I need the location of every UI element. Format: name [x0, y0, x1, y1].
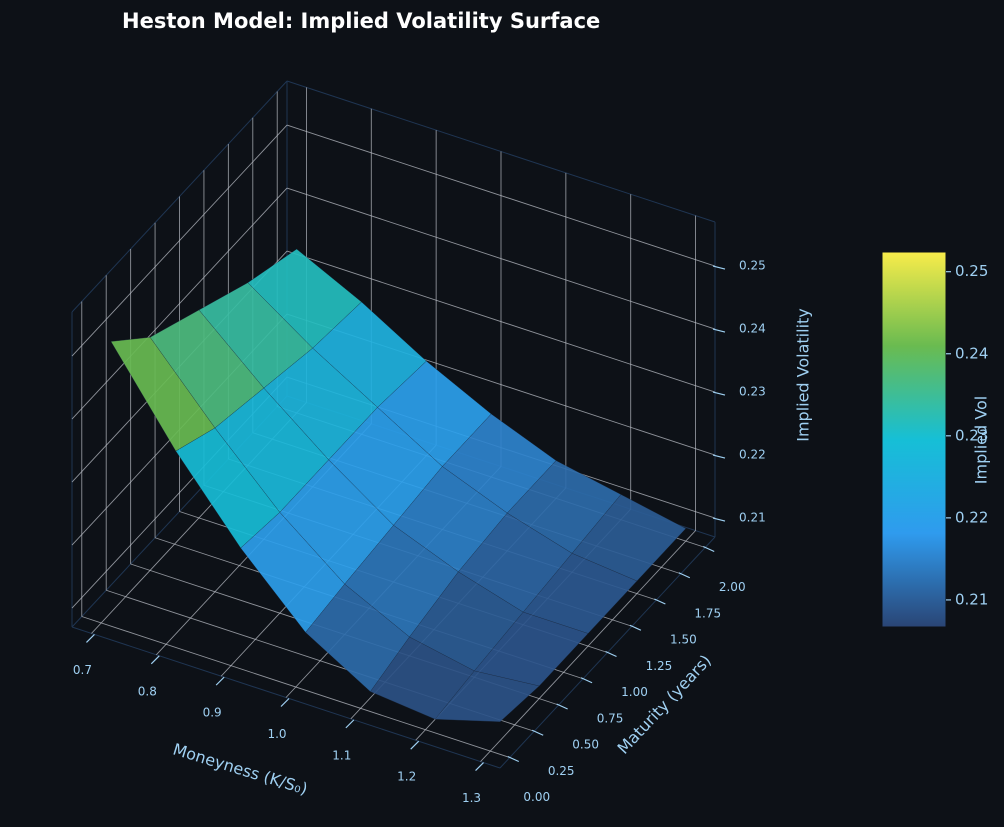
y-tick-label: 1.00 — [621, 685, 648, 699]
y-tick-label: 0.50 — [572, 738, 599, 752]
y-tick-label: 0.75 — [597, 711, 624, 725]
y-tick-label: 0.25 — [548, 764, 575, 778]
x-tick-label: 1.1 — [332, 748, 351, 762]
tick-mark — [556, 703, 568, 710]
colorbar-tick-label: 0.25 — [955, 262, 988, 280]
tick-mark — [86, 633, 95, 643]
tick-mark — [629, 624, 642, 631]
tick-mark — [712, 265, 726, 270]
x-tick-label: 0.8 — [138, 684, 157, 698]
grid-line — [81, 616, 510, 758]
tick-mark — [712, 517, 726, 522]
y-tick-label: 0.00 — [523, 790, 550, 804]
tick-mark — [531, 729, 544, 736]
x-tick-label: 1.0 — [267, 727, 286, 741]
z-tick-label: 0.23 — [739, 385, 766, 399]
tick-mark — [605, 650, 617, 658]
y-tick-label: 1.50 — [670, 633, 697, 647]
z-tick-label: 0.24 — [739, 322, 766, 336]
tick-mark — [280, 698, 290, 707]
colorbar — [881, 251, 947, 628]
tick-mark — [712, 391, 726, 396]
colorbar-tick-label: 0.24 — [955, 344, 988, 362]
tick-mark — [507, 755, 520, 763]
z-tick-label: 0.21 — [739, 511, 766, 525]
surface-patch — [434, 670, 540, 722]
grid-line — [286, 250, 716, 393]
y-tick-label: 1.25 — [646, 659, 673, 673]
z-tick-label: 0.22 — [739, 448, 766, 462]
y-tick-label: 1.75 — [694, 606, 721, 620]
tick-mark — [150, 655, 160, 665]
tick-mark — [410, 740, 420, 750]
colorbar-tick-label: 0.23 — [955, 426, 988, 444]
tick-mark — [712, 328, 726, 333]
tick-mark — [678, 572, 691, 579]
tick-mark — [345, 719, 355, 729]
x-tick-label: 0.9 — [203, 706, 222, 720]
chart-title: Heston Model: Implied Volatility Surface — [122, 9, 600, 33]
tick-mark — [712, 454, 726, 459]
grid-line — [286, 124, 716, 267]
grid-line — [71, 124, 288, 357]
grid-line — [71, 187, 288, 420]
x-tick-label: 1.3 — [462, 791, 481, 805]
tick-mark — [654, 598, 666, 605]
colorbar-tick-label: 0.22 — [955, 508, 988, 526]
y-tick-label: 2.00 — [719, 580, 746, 594]
x-tick-label: 1.2 — [397, 770, 416, 784]
colorbar-tick-label: 0.21 — [955, 590, 988, 608]
z-axis-label: Implied Volatility — [794, 308, 813, 442]
tick-mark — [702, 545, 715, 553]
tick-mark — [580, 677, 593, 684]
tick-mark — [475, 762, 484, 772]
grid-line — [286, 187, 716, 330]
z-tick-label: 0.25 — [739, 259, 766, 273]
colorbar-label: Implied Vol — [972, 396, 991, 484]
tick-mark — [215, 676, 225, 686]
x-tick-label: 0.7 — [73, 663, 92, 677]
